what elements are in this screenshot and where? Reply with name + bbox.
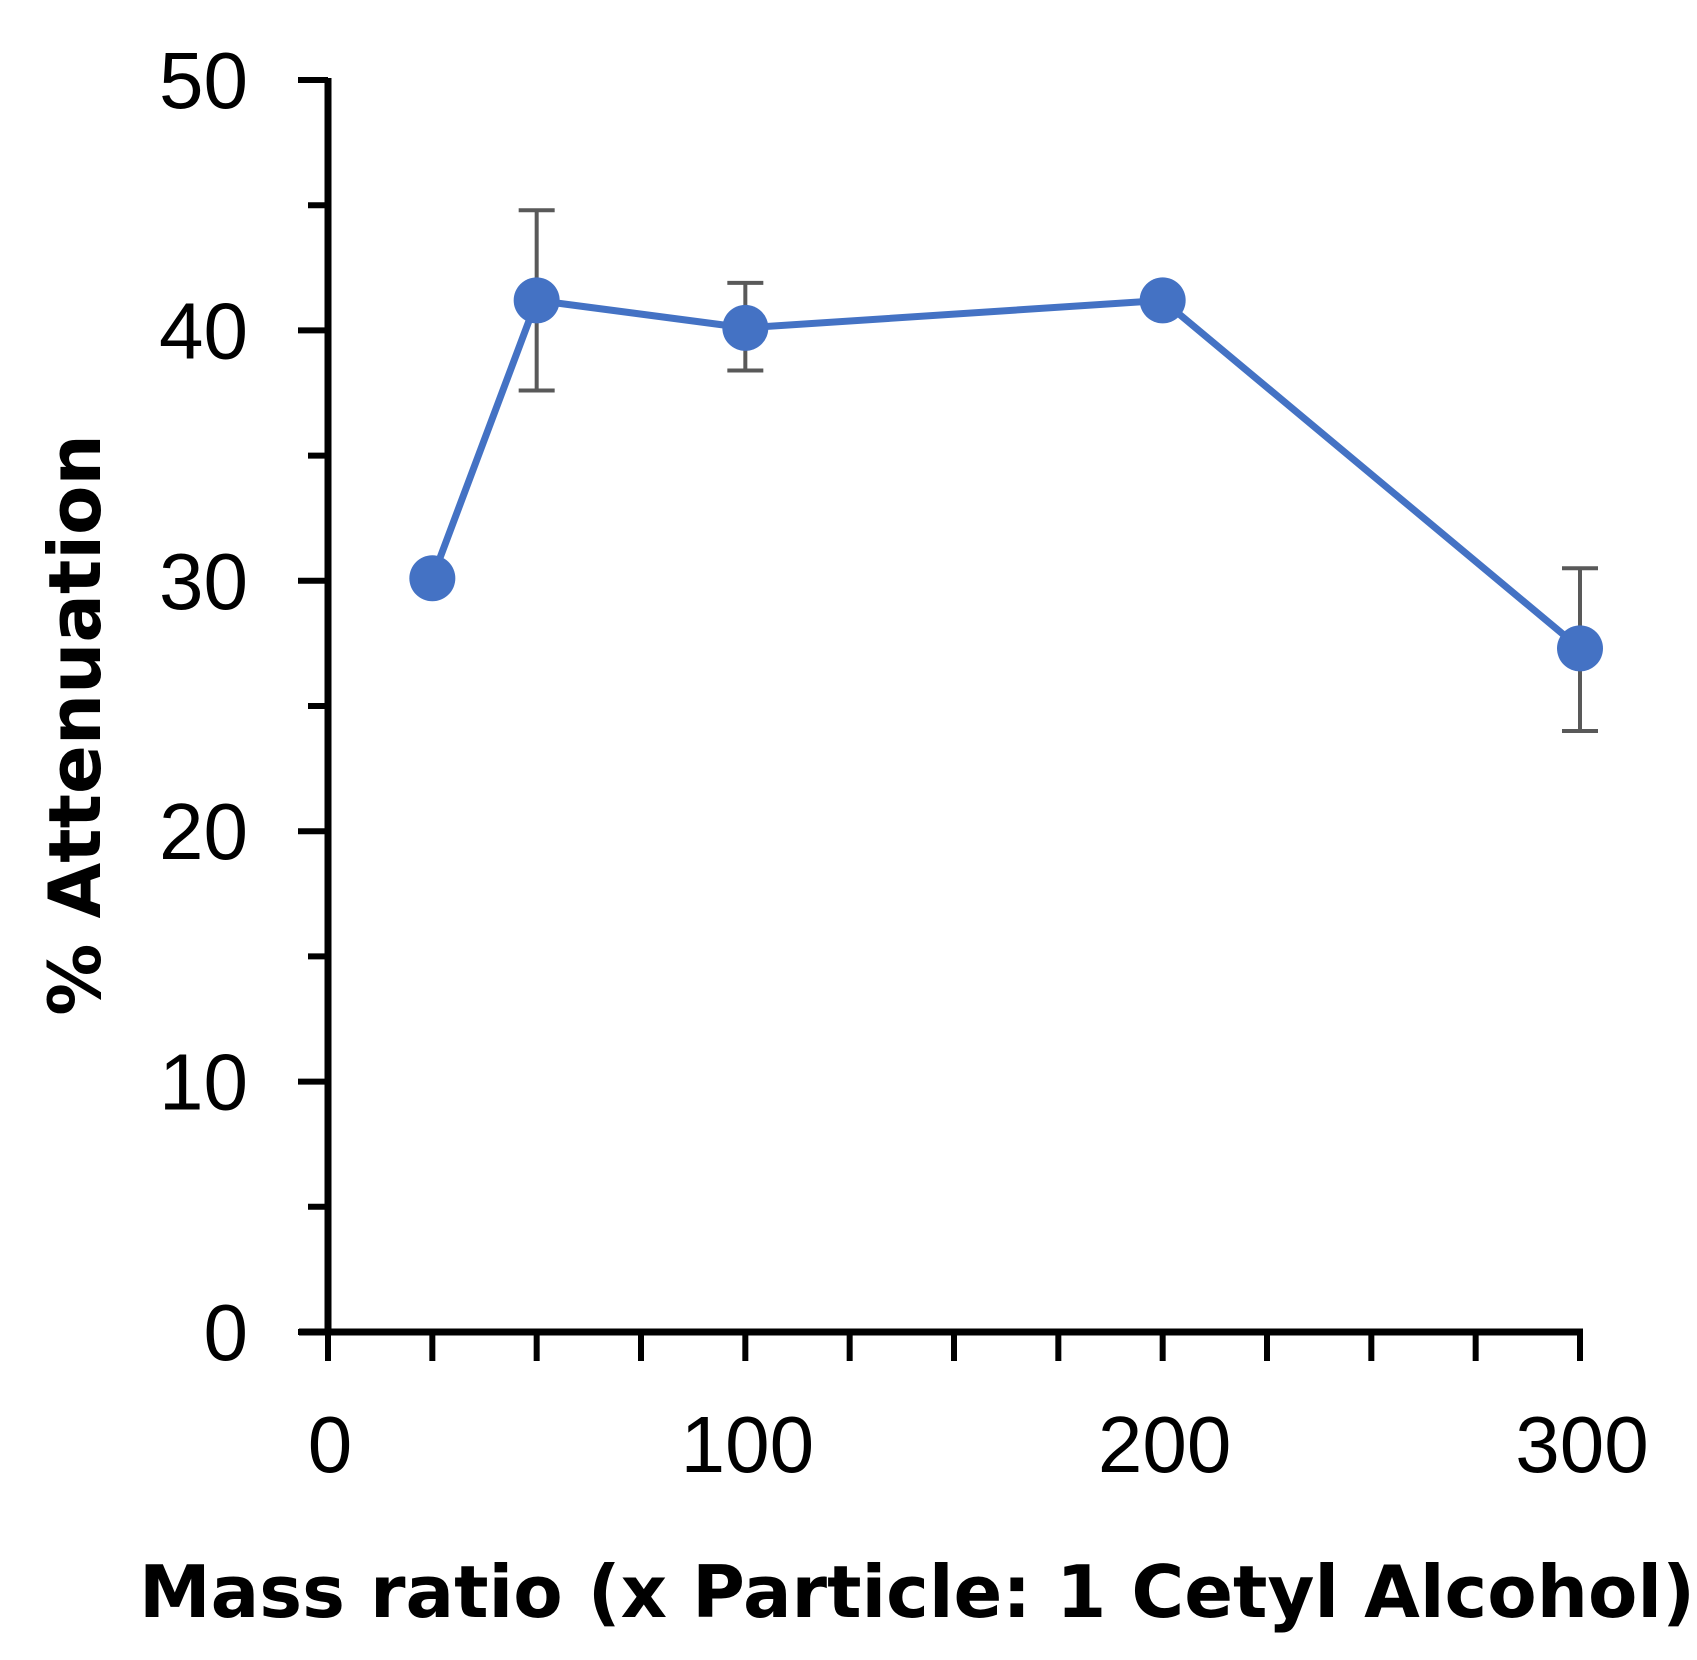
y-tick-label: 0 [204, 1288, 249, 1377]
y-tick-label: 10 [159, 1038, 248, 1127]
y-axis-title: % Attenuation [33, 434, 117, 1016]
data-point [1557, 625, 1603, 672]
y-tick-label: 40 [159, 286, 248, 375]
series-line [429, 296, 1583, 652]
tick-labels: 0 10 20 30 40 50 0 100 200 300 [159, 36, 1649, 1489]
data-point [722, 304, 769, 351]
y-tick-label: 30 [159, 537, 248, 626]
series [409, 277, 1603, 672]
x-tick-label: 100 [681, 1400, 814, 1489]
ticks [298, 77, 1583, 1361]
data-point [409, 555, 456, 602]
y-tick-label: 20 [159, 787, 248, 876]
error-bars [518, 208, 1598, 734]
y-tick-label: 50 [159, 36, 248, 125]
x-tick-label: 300 [1515, 1400, 1648, 1489]
data-point [1139, 277, 1186, 324]
x-tick-label: 200 [1098, 1400, 1231, 1489]
x-axis-title: Mass ratio (x Particle: 1 Cetyl Alcohol) [139, 1550, 1695, 1634]
axes [299, 78, 1583, 1336]
data-point [513, 277, 560, 324]
x-tick-label: 0 [308, 1400, 353, 1489]
